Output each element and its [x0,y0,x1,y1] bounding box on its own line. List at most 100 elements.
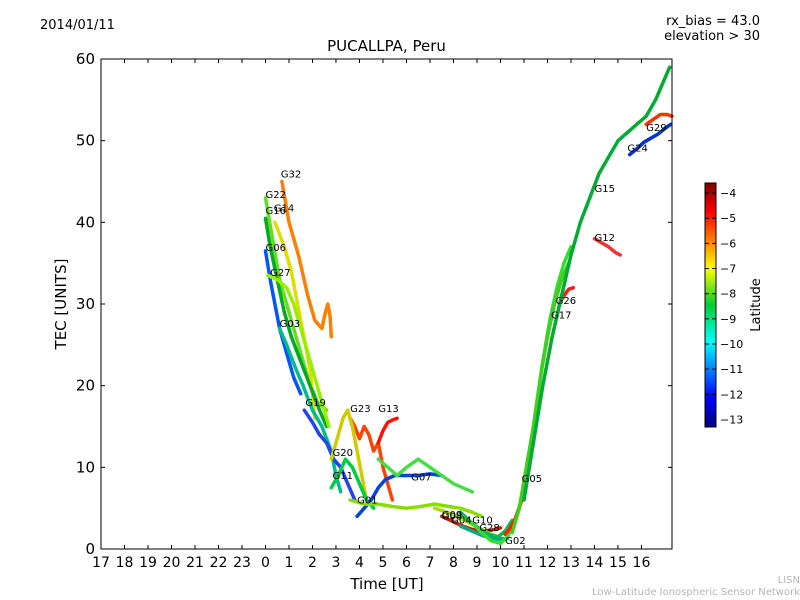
colorbar-tick-label: −5 [720,212,736,225]
chart-title: PUCALLPA, Peru [327,37,446,55]
x-tick-label: 22 [210,555,228,571]
x-tick-label: 13 [562,555,580,571]
x-tick-label: 10 [492,555,510,571]
series-line [277,326,343,494]
colorbar-label: Latitude [749,278,764,332]
x-tick-label: 11 [515,555,533,571]
x-tick-label: 18 [116,555,134,571]
series-label: G13 [378,404,398,415]
x-tick-label: 16 [633,555,651,571]
colorbar-tick-label: −11 [720,363,743,376]
colorbar-tick-label: −6 [720,237,736,250]
series-line [348,416,395,502]
colorbar-tick-label: −7 [720,263,736,276]
y-tick-label: 40 [76,213,95,231]
x-tick-label: 20 [163,555,181,571]
x-tick-label: 1 [285,555,294,571]
series-label: G02 [505,536,525,547]
x-tick-label: 0 [261,555,270,571]
series-line [644,112,674,127]
series-label: G14 [274,204,294,215]
x-tick-label: 9 [473,555,482,571]
series-label: G22 [265,190,285,201]
colorbar-tick-label: −13 [720,413,743,426]
series-label: G27 [270,268,290,279]
x-tick-label: 5 [379,555,388,571]
series-line [329,457,376,510]
x-tick-label: 8 [449,555,458,571]
series-line [376,416,399,445]
x-tick-label: 3 [332,555,341,571]
x-tick-label: 7 [426,555,435,571]
y-tick-label: 30 [76,295,95,313]
colorbar-tick-label: −8 [720,288,736,301]
colorbar [704,182,717,428]
series-label: G11 [332,471,352,482]
colorbar-tick-label: −4 [720,187,736,200]
elevation-label: elevation > 30 [664,29,760,44]
x-axis: 17 18 19 20 21 22 23 0 1 2 3 4 5 6 7 8 9 10 11 12 13 14 15 16 [92,59,650,571]
x-tick-label: 19 [139,555,157,571]
series-label: G23 [350,404,370,415]
credit-line-2: Low-Latitude Ionospheric Sensor Network [592,587,800,598]
series-line [510,261,571,535]
x-tick-label: 23 [233,555,251,571]
series-label: G01 [357,495,377,506]
x-tick-label: 6 [402,555,411,571]
colorbar-tick-label: −9 [720,313,736,326]
series-line [329,408,369,502]
x-tick-label: 12 [539,555,557,571]
series-label: G16 [265,206,285,217]
series-line [266,273,331,429]
series-label: G15 [594,184,614,195]
series-line [592,236,623,257]
credit-line-1: LISN [777,575,800,586]
colorbar-tick-label: −10 [720,338,743,351]
series-layer [263,65,674,546]
series-label: G24 [627,143,647,154]
y-axis-label: TEC [UNITS] [52,259,70,351]
colorbar-tick-label: −12 [720,388,743,401]
series-label: G08 [442,512,462,523]
series-label: G26 [556,296,576,307]
series-label: G10 [472,516,492,527]
series-line [376,457,475,494]
series-line [302,408,357,502]
y-tick-label: 0 [85,540,95,558]
series-label: G17 [551,311,571,322]
y-tick-label: 50 [76,132,95,150]
series-label: G05 [522,474,542,485]
series-label: G12 [594,233,614,244]
series-label: G19 [305,398,325,409]
series-label: G32 [281,169,301,180]
series-line [280,179,334,339]
x-tick-label: 15 [609,555,627,571]
x-tick-label: 17 [92,555,110,571]
credit: LISN Low-Latitude Ionospheric Sensor Net… [592,575,800,599]
y-tick-label: 60 [76,50,95,68]
series-line [458,510,514,539]
series-label: G09 [442,510,462,521]
date-label: 2014/01/11 [40,18,115,33]
x-tick-label: 14 [586,555,604,571]
series-label: G20 [332,448,352,459]
x-tick-label: 21 [186,555,204,571]
series-label: G29 [646,123,666,134]
y-axis: 0 10 20 30 40 50 60 [76,50,672,558]
series-label: G07 [411,472,431,483]
y-tick-label: 20 [76,377,95,395]
colorbar-ticks: −4 −5 −6 −7 −8 −9 −10 −11 −12 −13 [705,187,743,426]
series-line [263,216,329,429]
bias-info: rx_bias = 43.0 elevation > 30 [664,14,760,44]
series-label: G06 [265,243,285,254]
series-label: G03 [280,319,300,330]
series-line [522,65,672,502]
series-label: G28 [479,523,499,534]
rx-bias-label: rx_bias = 43.0 [666,14,760,29]
y-tick-label: 10 [76,458,95,476]
x-tick-label: 2 [308,555,317,571]
series-line [348,498,484,519]
series-label: G04 [451,516,471,527]
